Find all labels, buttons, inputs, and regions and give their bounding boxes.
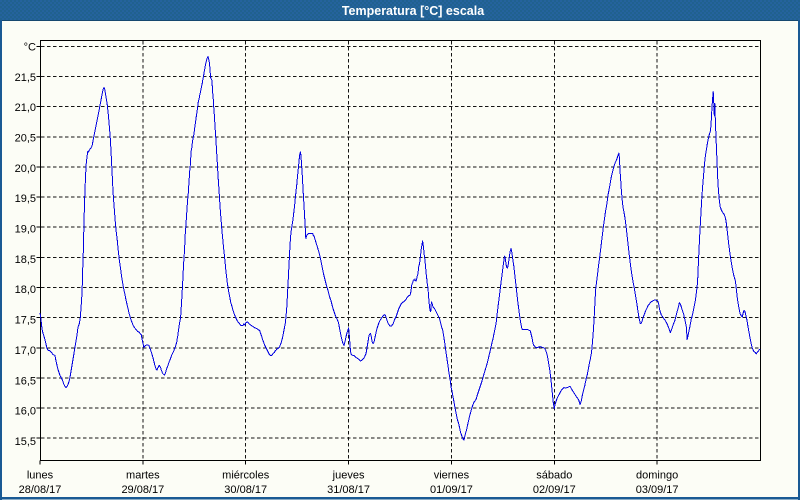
svg-text:16,5: 16,5 — [15, 375, 36, 387]
svg-text:01/09/17: 01/09/17 — [430, 484, 473, 496]
svg-text:lunes: lunes — [27, 470, 54, 482]
svg-text:20,5: 20,5 — [15, 133, 36, 145]
svg-text:18,5: 18,5 — [15, 254, 36, 266]
svg-text:Temperatura [°C] escala: Temperatura [°C] escala — [342, 4, 485, 18]
svg-text:°C: °C — [24, 41, 36, 53]
svg-text:miércoles: miércoles — [222, 470, 270, 482]
svg-text:02/09/17: 02/09/17 — [533, 484, 576, 496]
svg-text:18,0: 18,0 — [15, 284, 36, 296]
svg-text:viernes: viernes — [434, 470, 470, 482]
svg-text:20,0: 20,0 — [15, 163, 36, 175]
svg-text:domingo: domingo — [636, 470, 678, 482]
svg-text:21,5: 21,5 — [15, 72, 36, 84]
svg-text:15,5: 15,5 — [15, 436, 36, 448]
svg-text:jueves: jueves — [332, 470, 365, 482]
svg-text:30/08/17: 30/08/17 — [224, 484, 267, 496]
svg-text:31/08/17: 31/08/17 — [327, 484, 370, 496]
svg-text:21,0: 21,0 — [15, 102, 36, 114]
svg-text:03/09/17: 03/09/17 — [636, 484, 679, 496]
svg-text:sábado: sábado — [536, 470, 572, 482]
svg-text:17,0: 17,0 — [15, 345, 36, 357]
svg-text:29/08/17: 29/08/17 — [121, 484, 164, 496]
svg-text:19,5: 19,5 — [15, 193, 36, 205]
svg-text:19,0: 19,0 — [15, 224, 36, 236]
svg-text:17,5: 17,5 — [15, 315, 36, 327]
svg-text:martes: martes — [126, 470, 160, 482]
svg-text:28/08/17: 28/08/17 — [19, 484, 62, 496]
svg-text:16,0: 16,0 — [15, 406, 36, 418]
